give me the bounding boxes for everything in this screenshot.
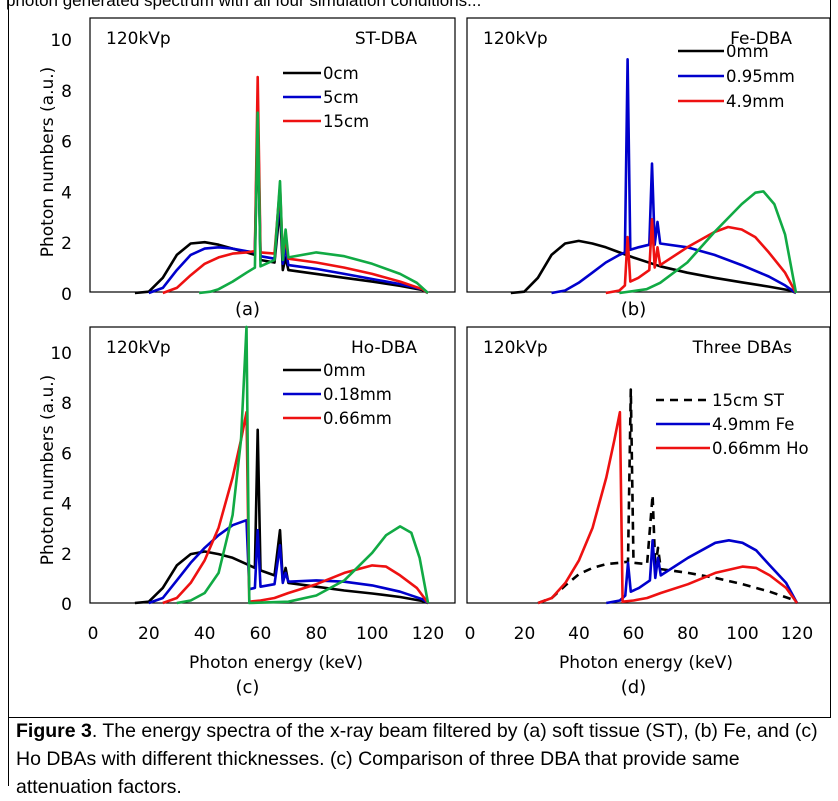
x-tick-label: 40 [568,624,590,644]
legend-label: 5cm [323,88,359,107]
x-tick-label: 40 [194,624,216,644]
series-line-0-66mm [162,410,430,605]
kvp-label: 120kVp [106,338,171,358]
x-tick-label: 0 [465,624,476,644]
y-axis-label: Photon numbers (a.u.) [38,67,58,258]
panel-letter: (d) [621,677,646,698]
legend-label: 0cm [323,64,359,83]
y-tick-label: 10 [50,31,72,51]
x-tick-label: 60 [623,624,645,644]
y-tick-label: 10 [50,344,72,364]
series-line-4-9mm [605,218,798,295]
y-tick-label: 4 [61,495,72,515]
panel-title: Three DBAs [692,338,792,358]
series-line-5cm [148,106,429,295]
x-tick-label: 80 [677,624,699,644]
x-tick-label: 100 [726,624,758,644]
kvp-label: 120kVp [483,338,548,358]
legend-label: 15cm ST [712,391,785,410]
series-line-15cm [162,75,429,295]
series-line-0-18mm [148,518,429,605]
figure-border-bottom [8,717,831,718]
legend-label: 4.9mm Fe [712,415,794,434]
kvp-label: 120kVp [483,29,548,49]
caption-text: . The energy spectra of the x-ray beam f… [16,720,818,798]
x-axis-label: Photon energy (keV) [189,653,363,673]
y-tick-label: 8 [61,82,72,102]
legend-label: 15cm [323,112,369,131]
panel-letter: (a) [235,299,260,320]
series-line-15cm-st [537,388,798,605]
x-tick-label: 100 [356,624,388,644]
panel-title: ST-DBA [355,29,418,49]
plot-frame [89,326,456,604]
panel-letter: (b) [621,299,646,320]
panel-a: 120kVp ST-DBA 0cm 5cm 15cm 0 2 4 6 8 10 (a) [50,17,456,320]
y-tick-label: 2 [61,545,72,565]
x-tick-label: 20 [138,624,160,644]
series-line-unlabeled-3 [176,325,430,605]
series-line-unlabeled-3 [619,190,798,295]
x-tick-label: 60 [250,624,272,644]
y-tick-label: 8 [61,394,72,414]
plot-frame [466,17,831,293]
legend-label: 0.18mm [323,385,392,404]
series-line-0-66mm-ho [537,410,799,605]
figure-border-left [8,0,9,786]
kvp-label: 120kVp [106,29,171,49]
y-tick-label: 4 [61,183,72,203]
series-line-0mm [510,239,797,295]
series-line-4-9mm-fe [606,538,799,605]
cropped-top-text: photon generated spectrum with all four … [6,0,482,10]
legend-label: 0mm [323,361,366,380]
y-tick-label: 6 [61,444,72,464]
panel-letter: (c) [236,677,260,698]
legend-label: 4.9mm [726,92,784,111]
legend-label: 0.66mm [323,409,392,428]
figure-border-right [830,0,831,718]
panel-title: Ho-DBA [351,338,417,358]
x-tick-label: 120 [412,624,444,644]
caption-label: Figure 3 [16,720,92,742]
figure-caption: Figure 3. The energy spectra of the x-ra… [16,717,824,801]
series-line-0-95mm [551,57,797,295]
y-axis-label: Photon numbers (a.u.) [38,375,58,566]
axis-labels: Photon numbers (a.u.) Photon numbers (a.u… [38,67,733,673]
x-axis-label: Photon energy (keV) [559,653,733,673]
panel-title: Fe-DBA [730,29,792,49]
plot-frame [89,17,456,293]
legend-label: 0.66mm Ho [712,439,809,458]
panel-d: 120kVp Three DBAs 15cm ST 4.9mm Fe 0.66mm Ho… [465,326,831,698]
y-tick-label: 0 [61,285,72,305]
x-tick-label: 80 [306,624,328,644]
legend-label: 0.95mm [726,67,795,86]
x-tick-label: 0 [88,624,99,644]
legend-label: 0mm [726,42,769,61]
y-tick-label: 2 [61,234,72,254]
y-tick-label: 6 [61,133,72,153]
x-tick-label: 20 [514,624,536,644]
y-tick-label: 0 [61,595,72,615]
x-tick-label: 120 [781,624,813,644]
series-line-unlabeled-3 [198,111,429,295]
